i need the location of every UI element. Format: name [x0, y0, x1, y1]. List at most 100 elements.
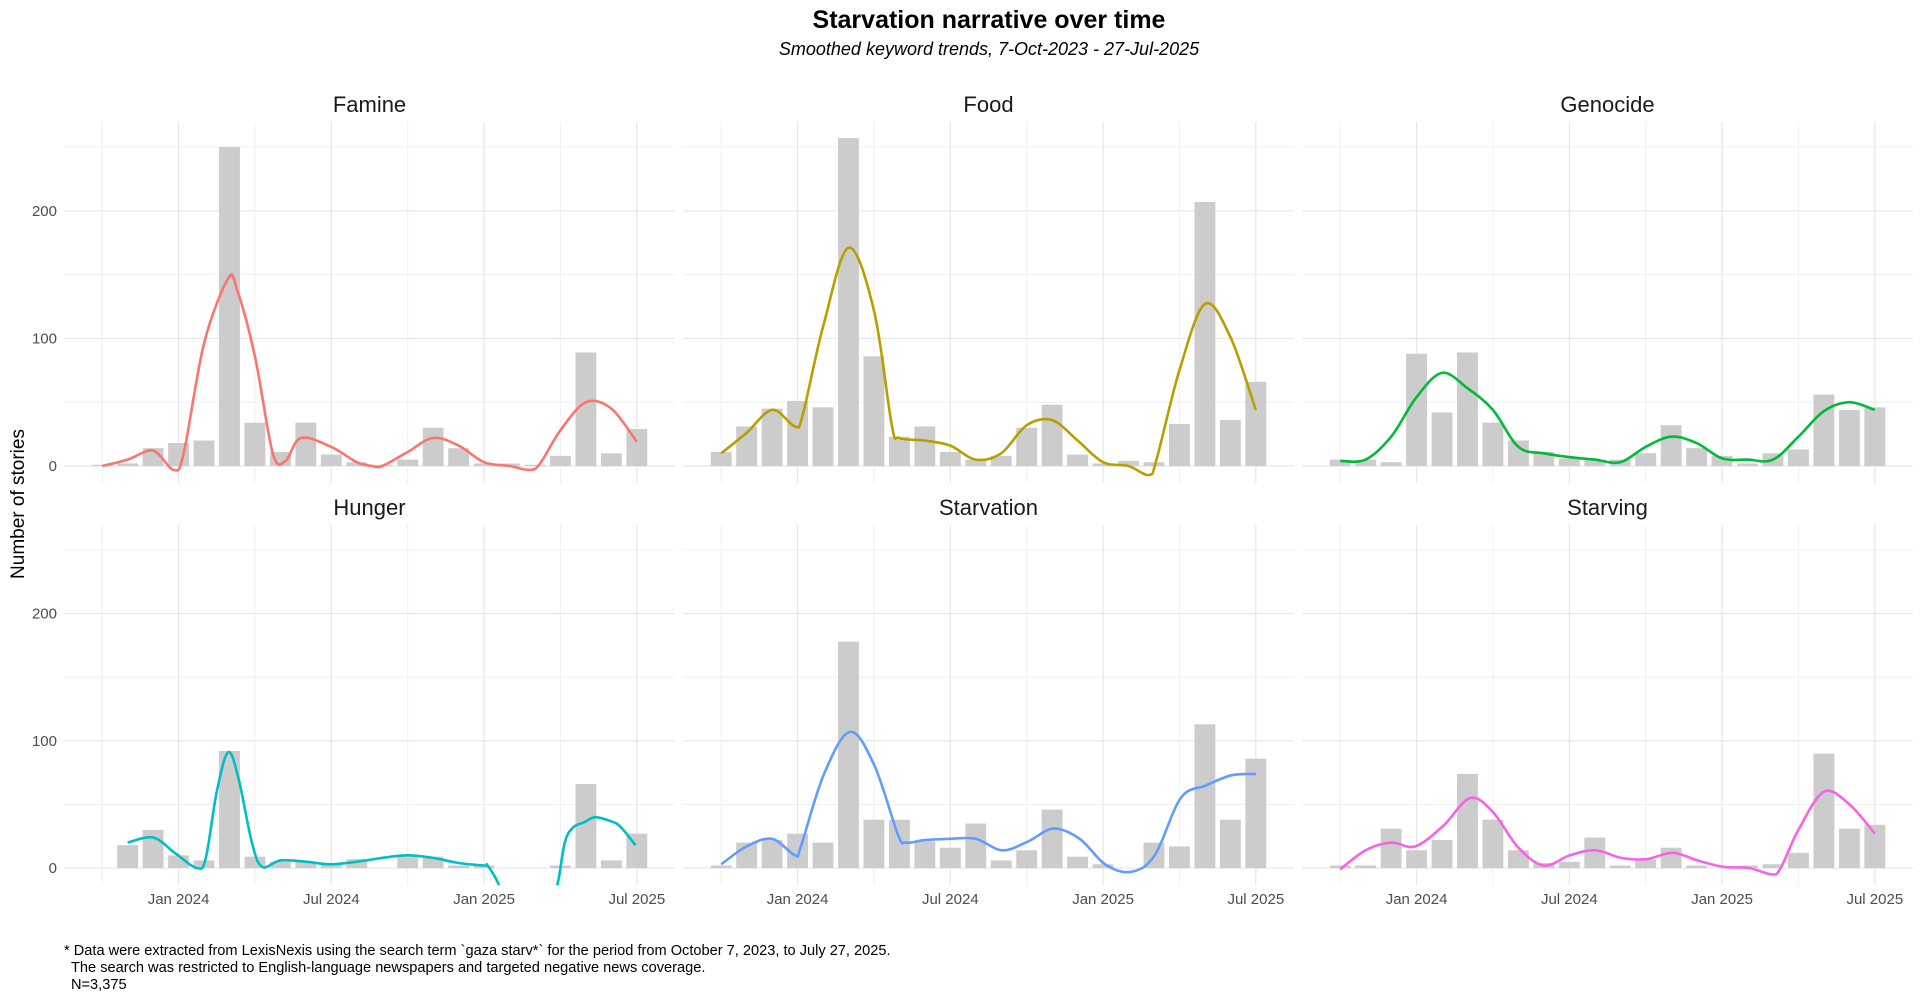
bar: [1431, 840, 1453, 869]
bar: [990, 860, 1012, 869]
bar: [575, 352, 597, 467]
bar: [1380, 828, 1402, 869]
bar: [1507, 850, 1529, 869]
bar: [397, 855, 419, 869]
facet-title: Genocide: [1560, 92, 1654, 117]
bar: [1457, 352, 1478, 467]
facet-title: Famine: [333, 92, 406, 117]
y-axis-title: Number of stories: [8, 429, 29, 579]
bar: [838, 641, 859, 869]
bar: [193, 440, 215, 467]
bar: [448, 865, 470, 869]
bar: [1584, 459, 1606, 467]
x-tick-label: Jul 2025: [1846, 891, 1903, 908]
bar: [448, 448, 470, 467]
bar: [863, 356, 885, 467]
bar: [524, 464, 546, 467]
facet-famine: Famine 0 100 200: [32, 92, 675, 483]
bar: [1838, 409, 1860, 467]
bar: [914, 426, 936, 467]
facet-panels: Famine 0 100 200 Food Genocide Hunger 0 100 200 Ja…: [32, 92, 1913, 908]
bar: [575, 784, 597, 869]
bar: [1329, 459, 1351, 467]
chart-title: Starvation narrative over time: [813, 6, 1166, 34]
facet-starvation: Starvation Jan 2024 Jul 2024 Jan 2025 Jul 20…: [683, 495, 1294, 908]
y-tick-label: 0: [49, 860, 57, 877]
y-tick-label: 0: [49, 458, 57, 475]
bar: [422, 427, 444, 467]
bar: [965, 823, 987, 869]
bar: [473, 865, 495, 869]
facet-genocide: Genocide: [1302, 92, 1913, 483]
bar: [888, 819, 910, 869]
bar: [1329, 865, 1351, 869]
bar: [1016, 427, 1038, 467]
bar: [1406, 353, 1428, 467]
bar: [1245, 381, 1267, 467]
bar: [1660, 847, 1682, 869]
footnote-line-1: * Data were extracted from LexisNexis us…: [64, 943, 891, 959]
bar: [1838, 828, 1860, 869]
x-tick-label: Jan 2025: [1691, 891, 1753, 908]
bar: [1406, 850, 1428, 869]
bar: [1380, 462, 1402, 467]
bar: [1219, 420, 1241, 467]
x-tick-label: Jul 2024: [922, 891, 979, 908]
smoothed-trend-line: [127, 750, 637, 885]
bar: [1787, 449, 1809, 467]
bar: [244, 856, 266, 869]
bar: [914, 841, 936, 869]
bar: [1016, 850, 1038, 869]
bar: [142, 829, 164, 869]
bar: [812, 407, 834, 467]
bar: [1092, 463, 1114, 467]
bar: [1635, 859, 1657, 869]
bar: [939, 451, 961, 467]
x-tick-label: Jan 2024: [148, 891, 210, 908]
bar: [1168, 423, 1190, 467]
bar: [710, 865, 732, 869]
smoothed-trend-line: [720, 730, 1256, 874]
bar: [1041, 404, 1063, 467]
bar: [295, 422, 317, 467]
smoothed-trend-line: [101, 273, 638, 472]
x-tick-label: Jan 2025: [1072, 891, 1134, 908]
x-tick-label: Jul 2025: [608, 891, 665, 908]
bar: [1067, 454, 1089, 467]
y-tick-label: 100: [32, 330, 57, 347]
footnote-line-3: N=3,375: [71, 977, 127, 993]
smoothed-trend-line: [1340, 371, 1876, 465]
facet-food: Food: [683, 92, 1294, 483]
bar: [295, 861, 317, 869]
bar: [1584, 837, 1606, 869]
bar: [1482, 819, 1504, 869]
footnote-line-2: The search was restricted to English-lan…: [71, 960, 705, 976]
bar: [219, 147, 240, 467]
bar: [710, 451, 732, 467]
bar: [1194, 201, 1216, 467]
bar: [1660, 425, 1682, 467]
bar: [600, 453, 622, 467]
smoothed-trend-line: [1339, 789, 1876, 876]
facet-starving: Starving Jan 2024 Jul 2024 Jan 2025 Jul 2025: [1302, 495, 1913, 908]
bar: [1609, 865, 1631, 869]
bar: [1431, 412, 1453, 467]
bar: [1507, 440, 1529, 467]
bar: [1558, 861, 1580, 869]
bar: [117, 463, 139, 467]
bar: [1558, 458, 1580, 467]
x-tick-label: Jul 2024: [303, 891, 360, 908]
facet-title: Hunger: [333, 495, 405, 520]
bar: [1092, 864, 1114, 869]
x-tick-label: Jan 2025: [453, 891, 515, 908]
bar: [1067, 856, 1089, 869]
bar: [1219, 819, 1241, 869]
bar: [1041, 809, 1063, 869]
bar: [1118, 460, 1139, 467]
bar: [1813, 753, 1835, 869]
bar: [1635, 453, 1657, 467]
bar: [1355, 459, 1377, 467]
x-tick-label: Jan 2024: [767, 891, 829, 908]
y-tick-label: 200: [32, 203, 57, 220]
bar: [473, 463, 495, 467]
